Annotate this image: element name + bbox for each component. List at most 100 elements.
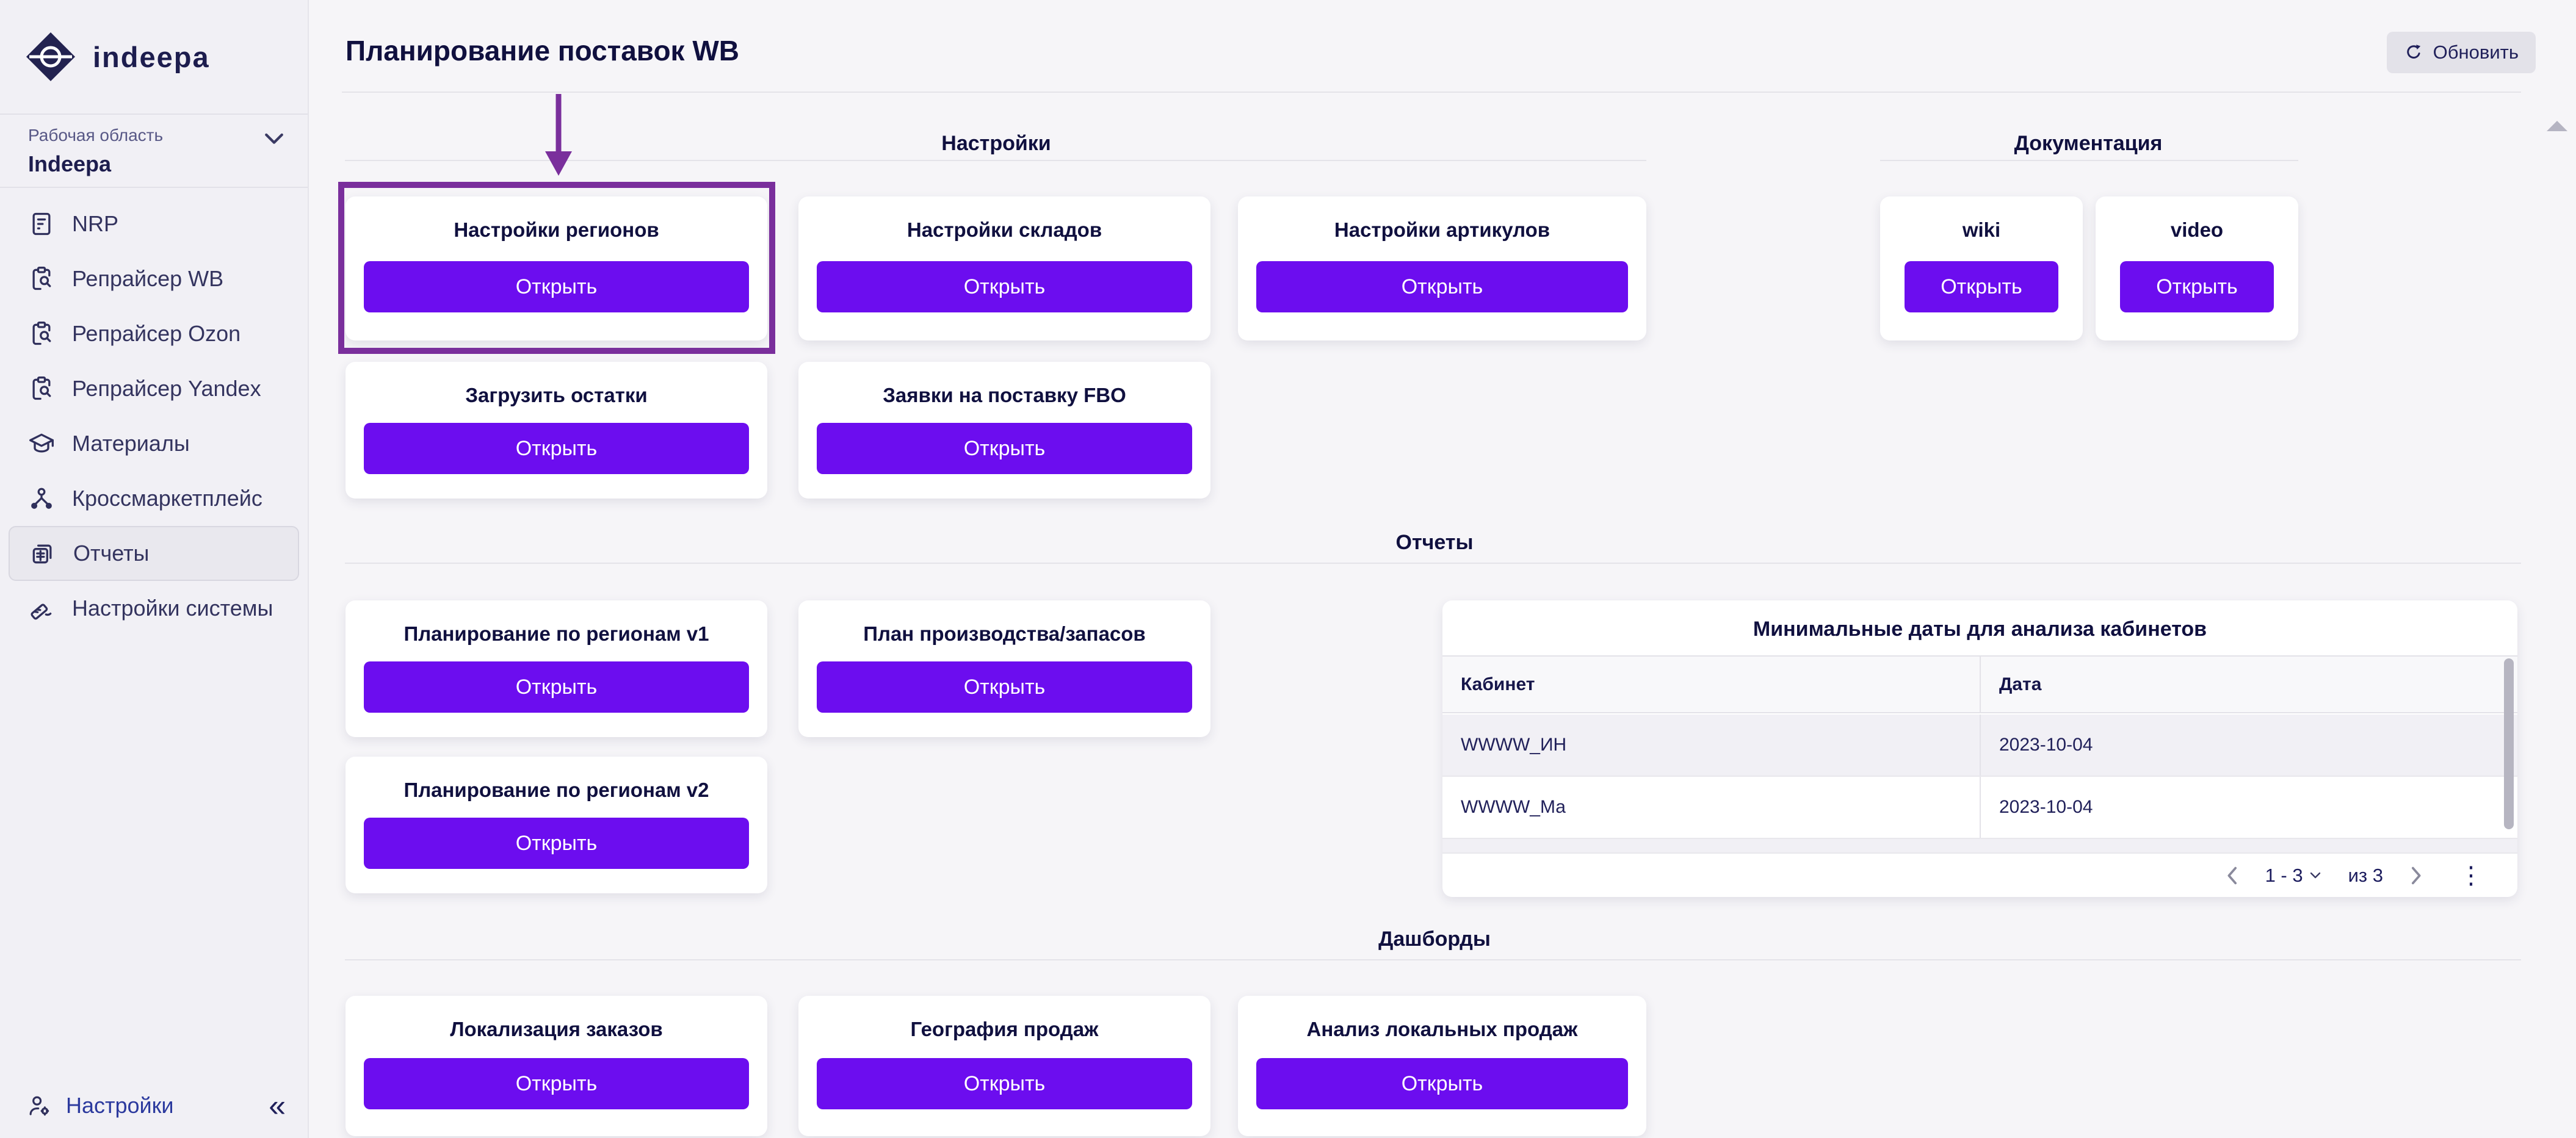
table-pagination: 1 - 3 из 3 ⋮: [1442, 854, 2517, 897]
document-icon: [32, 212, 51, 236]
card-title: Анализ локальных продаж: [1306, 1018, 1578, 1040]
sidebar-item-materials[interactable]: Материалы: [0, 416, 308, 471]
sidebar-item-label: NRP: [72, 211, 119, 236]
annotation-arrow: [545, 94, 572, 176]
open-button[interactable]: Открыть: [2120, 261, 2274, 312]
chevron-down-icon: [2310, 872, 2320, 878]
section-title-dashboards: Дашборды: [1378, 927, 1491, 951]
sidebar-item-repricer-yandex[interactable]: Репрайсер Yandex: [0, 361, 308, 416]
card-sales-geography: География продаж Открыть: [798, 996, 1210, 1136]
title-divider: [342, 92, 2521, 93]
open-button[interactable]: Открыть: [817, 261, 1192, 312]
page-total-label: из 3: [2348, 864, 2383, 886]
sidebar-item-repricer-ozon[interactable]: Репрайсер Ozon: [0, 306, 308, 361]
graduation-cap-icon: [29, 433, 54, 453]
card-title: Настройки регионов: [454, 218, 659, 241]
page-title: Планирование поставок WB: [346, 35, 739, 67]
card-title: Заявки на поставку FBO: [883, 384, 1126, 406]
page-range-value: 1 - 3: [2265, 864, 2303, 886]
card-title: Планирование по регионам v2: [403, 779, 709, 801]
open-button[interactable]: Открыть: [817, 661, 1192, 713]
kebab-menu-icon[interactable]: ⋮: [2459, 862, 2483, 889]
table-row: WWWW_ИН 2023-10-04: [1442, 715, 2517, 777]
workspace-label: Рабочая область: [28, 126, 164, 145]
cell-date: 2023-10-04: [1980, 715, 2517, 776]
table-row: WWWW_Ма 2023-10-04: [1442, 777, 2517, 839]
refresh-icon: [2406, 45, 2420, 59]
card-production-plan: План производства/запасов Открыть: [798, 600, 1210, 737]
sidebar-item-label: Репрайсер Ozon: [72, 321, 241, 346]
clipboard-search-icon: [32, 267, 51, 290]
card-video: video Открыть: [2096, 196, 2298, 340]
cell-cabinet: WWWW_ИН: [1461, 735, 1567, 755]
table-row-partial: [1442, 839, 2517, 854]
card-region-planning-v2: Планирование по регионам v2 Открыть: [346, 757, 767, 893]
logo-diamond-icon: [26, 32, 75, 81]
open-button[interactable]: Открыть: [817, 423, 1192, 474]
card-title: wiki: [1962, 218, 2001, 241]
card-title: Настройки складов: [906, 218, 1102, 241]
card-title: Планирование по регионам v1: [403, 622, 709, 645]
open-button[interactable]: Открыть: [364, 261, 749, 312]
card-region-planning-v1: Планирование по регионам v1 Открыть: [346, 600, 767, 737]
sidebar-item-repricer-wb[interactable]: Репрайсер WB: [0, 251, 308, 306]
card-order-localization: Локализация заказов Открыть: [346, 996, 767, 1136]
card-title: План производства/запасов: [863, 622, 1146, 645]
page-range-select[interactable]: 1 - 3: [2265, 865, 2321, 887]
collapse-sidebar-icon[interactable]: «: [269, 1089, 286, 1123]
clipboard-search-icon: [32, 322, 51, 345]
open-button[interactable]: Открыть: [364, 423, 749, 474]
table-scrollbar-thumb[interactable]: [2504, 658, 2514, 829]
card-fbo-requests: Заявки на поставку FBO Открыть: [798, 362, 1210, 499]
card-local-sales-analysis: Анализ локальных продаж Открыть: [1238, 996, 1646, 1136]
column-header-date: Дата: [1980, 657, 2517, 712]
sidebar-item-reports[interactable]: Отчеты: [9, 526, 299, 581]
open-button[interactable]: Открыть: [364, 1058, 749, 1109]
sidebar: indeepa Рабочая область Indeepa NRP Репр…: [0, 0, 309, 1138]
chevron-down-icon[interactable]: [264, 132, 284, 146]
sidebar-footer: Настройки «: [0, 1083, 308, 1128]
sidebar-item-label: Репрайсер Yandex: [72, 376, 261, 401]
user-gear-icon: [29, 1096, 49, 1116]
section-divider: [345, 563, 2521, 564]
scroll-up-arrow[interactable]: [2547, 121, 2567, 131]
chevron-right-icon[interactable]: [2410, 865, 2423, 886]
sidebar-item-label: Настройки системы: [72, 596, 273, 621]
sidebar-item-label: Кроссмаркетплейс: [72, 486, 262, 511]
reports-icon: [32, 544, 52, 564]
card-wiki: wiki Открыть: [1880, 196, 2083, 340]
column-header-cabinet: Кабинет: [1461, 674, 1535, 694]
section-title-docs: Документация: [2014, 132, 2163, 155]
open-button[interactable]: Открыть: [1256, 261, 1628, 312]
section-title-settings: Настройки: [941, 132, 1051, 155]
sidebar-item-system-settings[interactable]: Настройки системы: [0, 581, 308, 636]
min-dates-table-card: Минимальные даты для анализа кабинетов К…: [1442, 600, 2517, 897]
card-title: Локализация заказов: [450, 1018, 663, 1040]
workspace-selector[interactable]: Рабочая область Indeepa: [0, 116, 308, 188]
refresh-label: Обновить: [2433, 41, 2519, 63]
open-button[interactable]: Открыть: [364, 661, 749, 713]
open-button[interactable]: Открыть: [1905, 261, 2058, 312]
card-title: video: [2170, 218, 2224, 241]
refresh-button[interactable]: Обновить: [2386, 32, 2536, 73]
cell-date: 2023-10-04: [1980, 777, 2517, 838]
open-button[interactable]: Открыть: [1256, 1058, 1628, 1109]
logo-text: indeepa: [93, 40, 210, 73]
workspace-value: Indeepa: [28, 151, 112, 176]
card-title: Настройки артикулов: [1334, 218, 1550, 241]
card-title: Загрузить остатки: [465, 384, 648, 406]
open-button[interactable]: Открыть: [817, 1058, 1192, 1109]
sidebar-item-crossmarketplace[interactable]: Кроссмаркетплейс: [0, 471, 308, 526]
cell-cabinet: WWWW_Ма: [1461, 797, 1566, 817]
card-region-settings: Настройки регионов Открыть: [346, 196, 767, 340]
table-header-row: Кабинет Дата: [1442, 655, 2517, 713]
sidebar-item-nrp[interactable]: NRP: [0, 196, 308, 251]
sidebar-nav: NRP Репрайсер WB Репрайсер Ozon Репрайсе…: [0, 196, 308, 636]
section-divider: [1880, 160, 2298, 161]
open-button[interactable]: Открыть: [364, 818, 749, 869]
logo: indeepa: [0, 0, 308, 115]
chevron-left-icon[interactable]: [2225, 865, 2238, 886]
sidebar-item-label: Репрайсер WB: [72, 266, 224, 291]
footer-settings-label[interactable]: Настройки: [66, 1093, 174, 1118]
